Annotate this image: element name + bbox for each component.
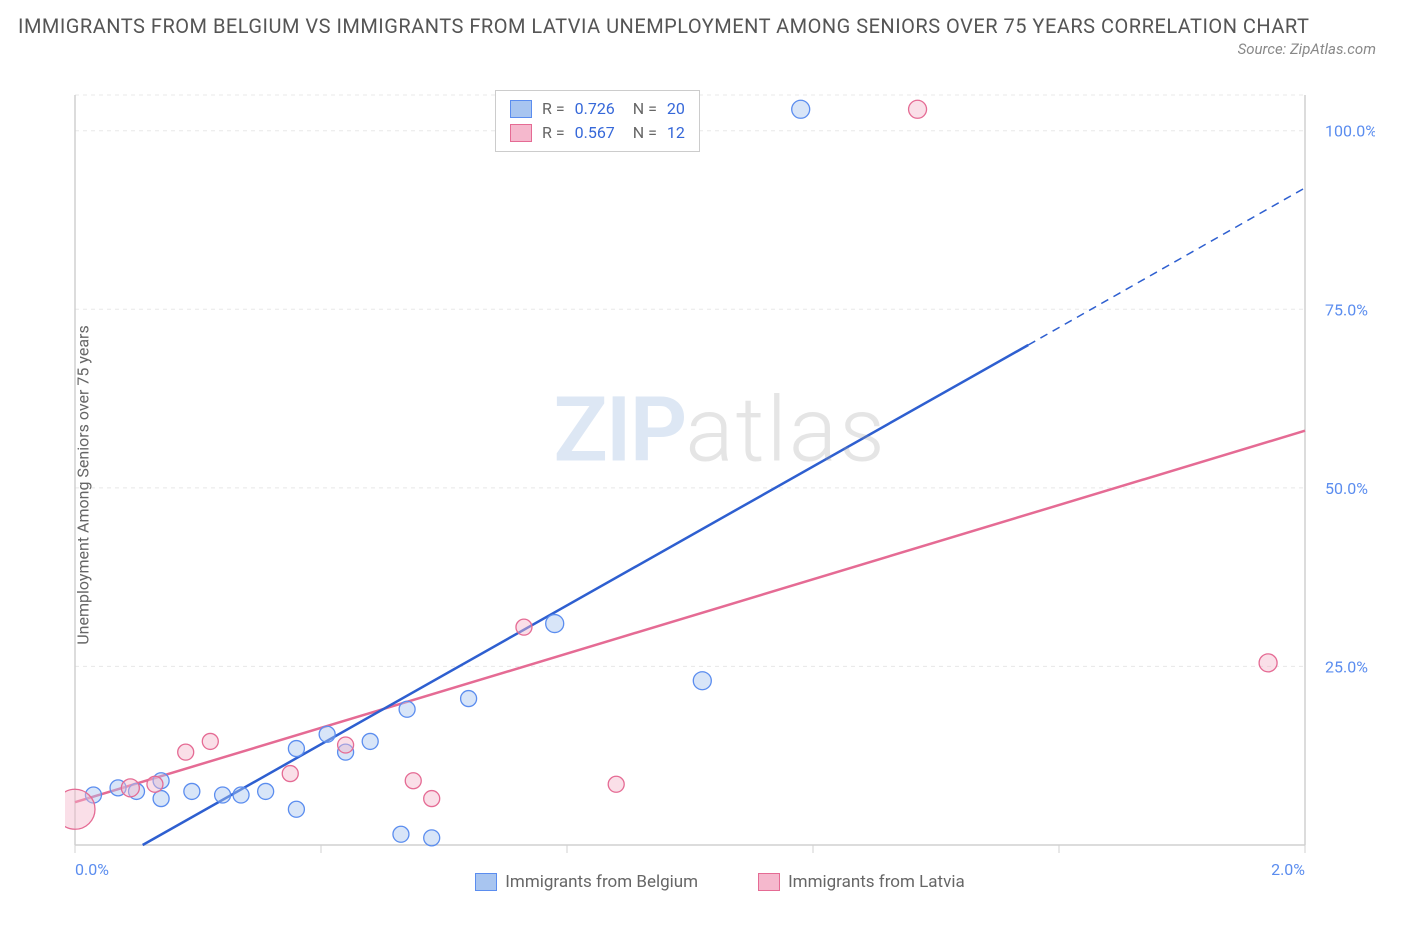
- legend-r-label: R =: [542, 97, 565, 121]
- bottom-legend-label: Immigrants from Latvia: [788, 872, 965, 892]
- legend-n-value: 20: [667, 97, 685, 121]
- scatter-chart: 0.0%2.0%25.0%50.0%75.0%100.0%: [65, 90, 1375, 880]
- bottom-legend-label: Immigrants from Belgium: [505, 872, 698, 892]
- legend-r-value: 0.726: [575, 97, 615, 121]
- legend-swatch-latvia: [510, 124, 532, 142]
- bottom-legend: Immigrants from Belgium Immigrants from …: [65, 872, 1375, 892]
- svg-text:75.0%: 75.0%: [1325, 300, 1368, 319]
- bottom-legend-belgium: Immigrants from Belgium: [475, 872, 698, 892]
- legend-r-label: R =: [542, 121, 565, 145]
- page-title: IMMIGRANTS FROM BELGIUM VS IMMIGRANTS FR…: [18, 10, 1356, 42]
- source-label: Source: ZipAtlas.com: [1238, 40, 1376, 58]
- legend-n-label: N =: [625, 97, 657, 121]
- svg-text:50.0%: 50.0%: [1325, 479, 1368, 498]
- legend-n-label: N =: [625, 121, 657, 145]
- legend-row-belgium: R = 0.726 N = 20: [510, 97, 685, 121]
- legend-swatch-latvia: [758, 873, 780, 891]
- svg-text:100.0%: 100.0%: [1325, 122, 1375, 141]
- stats-legend: R = 0.726 N = 20 R = 0.567 N = 12: [495, 90, 700, 152]
- legend-swatch-belgium: [475, 873, 497, 891]
- legend-r-value: 0.567: [575, 121, 615, 145]
- legend-swatch-belgium: [510, 100, 532, 118]
- legend-n-value: 12: [667, 121, 685, 145]
- y-axis-label: Unemployment Among Seniors over 75 years: [74, 325, 93, 644]
- svg-text:25.0%: 25.0%: [1325, 657, 1368, 676]
- chart-area: Unemployment Among Seniors over 75 years…: [65, 90, 1375, 880]
- legend-row-latvia: R = 0.567 N = 12: [510, 121, 685, 145]
- bottom-legend-latvia: Immigrants from Latvia: [758, 872, 965, 892]
